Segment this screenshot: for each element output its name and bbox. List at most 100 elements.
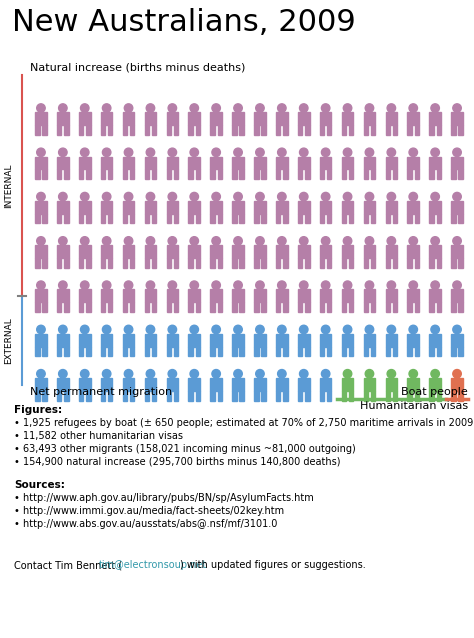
Bar [101,125,105,135]
Bar [385,346,390,357]
Bar [189,290,200,302]
Circle shape [409,104,418,112]
Bar [298,346,302,357]
Circle shape [343,369,352,378]
Bar [145,258,149,268]
Bar [79,290,91,302]
Bar [101,290,112,302]
Circle shape [212,369,220,378]
Circle shape [146,369,155,378]
Circle shape [81,148,89,156]
Bar [64,346,69,357]
Bar [86,346,91,357]
Bar [64,170,69,179]
Bar [101,214,105,223]
Circle shape [365,325,374,334]
Circle shape [278,193,286,201]
Bar [429,346,434,357]
Circle shape [168,237,177,245]
Bar [189,391,193,401]
Bar [130,346,134,357]
Bar [145,391,149,401]
Bar [145,125,149,135]
Bar [218,302,222,312]
Bar [152,170,156,179]
Bar [189,302,193,312]
Text: INTERNAL: INTERNAL [4,163,13,208]
Bar [166,302,171,312]
Circle shape [190,369,199,378]
Bar [101,346,105,357]
Bar [261,391,266,401]
Circle shape [343,148,352,156]
Circle shape [300,369,308,378]
Circle shape [300,193,308,201]
Circle shape [300,281,308,290]
Bar [276,245,288,258]
Bar [218,170,222,179]
Bar [35,156,47,170]
Bar [415,391,419,401]
Bar [415,125,419,135]
Bar [437,391,441,401]
Bar [101,391,105,401]
Bar [166,334,178,346]
Circle shape [255,369,264,378]
Bar [385,156,397,170]
Circle shape [168,104,177,112]
Circle shape [234,237,242,245]
Bar [429,112,441,125]
Bar [342,391,346,401]
Bar [254,334,266,346]
Bar [232,201,244,214]
Bar [349,391,353,401]
Text: Figures:: Figures: [14,405,62,415]
Bar [385,334,397,346]
Bar [123,391,127,401]
Bar [429,334,441,346]
Circle shape [300,148,308,156]
Bar [123,302,127,312]
Text: Contact Tim Bennett (: Contact Tim Bennett ( [14,560,122,570]
Bar [415,170,419,179]
Bar [232,334,244,346]
Bar [57,346,62,357]
Bar [145,346,149,357]
Bar [320,125,324,135]
Bar [408,170,412,179]
Circle shape [102,104,111,112]
Circle shape [102,193,111,201]
Bar [57,290,69,302]
Bar [327,170,331,179]
Bar [210,112,222,125]
Bar [218,125,222,135]
Circle shape [168,148,177,156]
Bar [79,378,91,391]
Bar [166,391,171,401]
Bar [349,214,353,223]
Bar [152,302,156,312]
Circle shape [124,193,133,201]
Bar [283,302,288,312]
Bar [429,170,434,179]
Circle shape [321,281,330,290]
Circle shape [321,325,330,334]
Circle shape [146,104,155,112]
Circle shape [321,237,330,245]
Bar [35,346,39,357]
Bar [408,156,419,170]
Circle shape [365,369,374,378]
Bar [276,214,281,223]
Circle shape [36,369,45,378]
Circle shape [409,193,418,201]
Circle shape [124,281,133,290]
Circle shape [212,281,220,290]
Bar [276,258,281,268]
Bar [79,258,83,268]
Circle shape [321,193,330,201]
Circle shape [102,325,111,334]
Bar [79,302,83,312]
Bar [123,378,134,391]
Bar [385,391,390,401]
Bar [64,258,69,268]
